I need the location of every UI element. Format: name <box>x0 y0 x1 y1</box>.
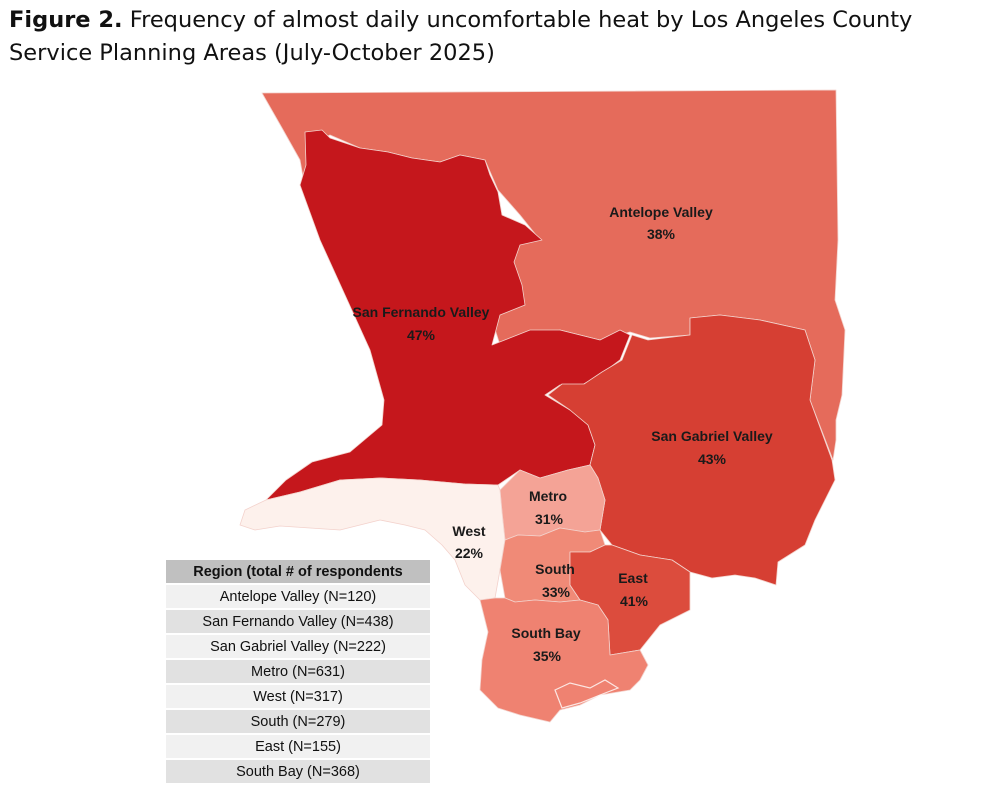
label-san-fernando-valley-name: San Fernando Valley <box>353 304 490 320</box>
table-row: San Fernando Valley (N=438) <box>166 610 430 633</box>
label-east-value: 41% <box>620 593 649 609</box>
label-south-bay-value: 35% <box>533 648 562 664</box>
label-antelope-valley-name: Antelope Valley <box>609 204 713 220</box>
table-cell-antelope-valley: Antelope Valley (N=120) <box>166 585 430 608</box>
table-cell-metro: Metro (N=631) <box>166 660 430 683</box>
table-cell-san-gabriel-valley: San Gabriel Valley (N=222) <box>166 635 430 658</box>
label-south-value: 33% <box>542 584 571 600</box>
region-south-bay[interactable] <box>479 597 649 723</box>
label-west-value: 22% <box>455 545 484 561</box>
respondents-table: Region (total # of respondents Antelope … <box>166 558 430 785</box>
table-cell-san-fernando-valley: San Fernando Valley (N=438) <box>166 610 430 633</box>
figure-caption: Frequency of almost daily uncomfortable … <box>9 7 913 66</box>
table-row: South Bay (N=368) <box>166 760 430 783</box>
table-cell-west: West (N=317) <box>166 685 430 708</box>
label-san-fernando-valley-value: 47% <box>407 327 436 343</box>
table-header-row: Region (total # of respondents <box>166 560 430 583</box>
label-antelope-valley-value: 38% <box>647 226 676 242</box>
figure-number: Figure 2. <box>9 7 123 33</box>
label-san-gabriel-valley-name: San Gabriel Valley <box>651 428 773 444</box>
label-east-name: East <box>618 570 648 586</box>
table-cell-south-bay: South Bay (N=368) <box>166 760 430 783</box>
table-row: Metro (N=631) <box>166 660 430 683</box>
table-cell-east: East (N=155) <box>166 735 430 758</box>
label-south-bay-name: South Bay <box>511 625 580 641</box>
region-antelope-valley[interactable] <box>261 89 846 461</box>
label-metro-name: Metro <box>529 488 567 504</box>
region-west[interactable] <box>239 477 506 601</box>
table-row: West (N=317) <box>166 685 430 708</box>
table-row: South (N=279) <box>166 710 430 733</box>
table-cell-south: South (N=279) <box>166 710 430 733</box>
table-header: Region (total # of respondents <box>166 560 430 583</box>
region-san-gabriel-valley[interactable] <box>547 314 836 586</box>
label-metro-value: 31% <box>535 511 564 527</box>
label-south-name: South <box>535 561 575 577</box>
table-row: Antelope Valley (N=120) <box>166 585 430 608</box>
table-row: East (N=155) <box>166 735 430 758</box>
harbor-detail <box>554 679 620 709</box>
label-san-gabriel-valley-value: 43% <box>698 451 727 467</box>
table-row: San Gabriel Valley (N=222) <box>166 635 430 658</box>
label-west-name: West <box>452 523 486 539</box>
figure-title: Figure 2. Frequency of almost daily unco… <box>9 4 984 70</box>
